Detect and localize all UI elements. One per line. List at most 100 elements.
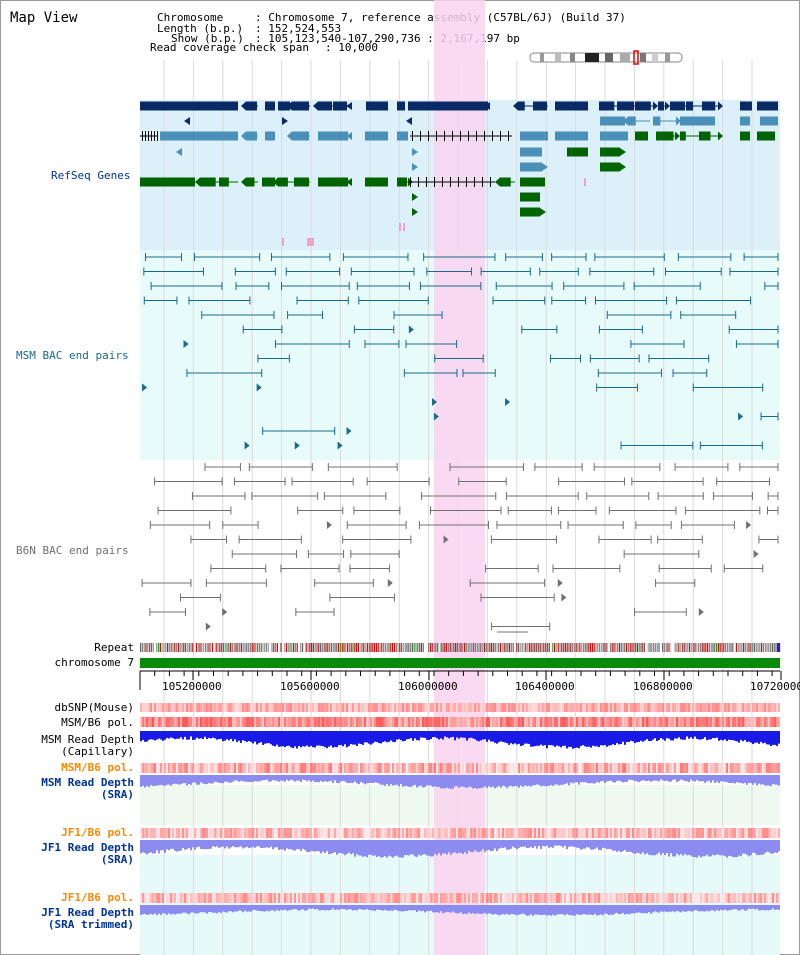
- polymorphism-cell: [382, 703, 384, 712]
- repeat-element: [699, 643, 701, 652]
- polymorphism-cell: [172, 717, 174, 727]
- read-depth-bar: [190, 840, 192, 851]
- read-depth-bar: [524, 840, 526, 847]
- repeat-element: [537, 643, 539, 652]
- polymorphism-cell: [218, 893, 220, 903]
- polymorphism-cell: [210, 763, 212, 773]
- read-depth-bar: [440, 905, 442, 912]
- read-depth-bar: [606, 731, 608, 747]
- polymorphism-cell: [380, 828, 382, 838]
- read-depth-bar: [718, 775, 720, 784]
- read-depth-bar: [238, 905, 240, 911]
- read-depth-bar: [512, 905, 514, 915]
- read-depth-bar: [584, 731, 586, 747]
- polymorphism-cell: [324, 828, 326, 838]
- polymorphism-cell: [268, 717, 270, 727]
- read-depth-bar: [410, 731, 412, 739]
- read-depth-bar: [396, 905, 398, 911]
- polymorphism-cell: [554, 703, 556, 712]
- polymorphism-cell: [528, 717, 530, 727]
- read-depth-bar: [594, 731, 596, 747]
- polymorphism-cell: [270, 763, 272, 773]
- chromosome-ideogram[interactable]: [529, 50, 683, 65]
- read-depth-bar: [214, 840, 216, 848]
- polymorphism-cell: [708, 828, 710, 838]
- polymorphism-cell: [462, 763, 464, 773]
- polymorphism-cell: [294, 763, 296, 773]
- read-depth-bar: [718, 731, 720, 741]
- read-depth-bar: [484, 905, 486, 913]
- repeat-element: [597, 643, 599, 652]
- polymorphism-cell: [210, 703, 212, 712]
- repeat-element: [750, 643, 752, 652]
- refseq-gene-features[interactable]: [140, 101, 778, 247]
- gene-block: [600, 116, 625, 126]
- read-depth-bar: [778, 840, 780, 852]
- read-depth-bar: [600, 775, 602, 782]
- read-depth-bar: [156, 731, 158, 740]
- gene-strand-arrow: [313, 101, 318, 111]
- read-depth-bar: [760, 905, 762, 911]
- polymorphism-cell: [406, 828, 408, 838]
- read-depth-bar: [532, 905, 534, 916]
- polymorphism-cell: [446, 893, 448, 903]
- polymorphism-cell: [490, 703, 492, 712]
- polymorphism-cell: [584, 828, 586, 838]
- read-depth-bar: [640, 731, 642, 741]
- read-depth-bar: [462, 775, 464, 787]
- read-depth-bar: [532, 775, 534, 786]
- gene-exon: [292, 101, 309, 111]
- gene-exon: [452, 131, 453, 141]
- repeat-element: [422, 643, 424, 652]
- gene-block: [365, 177, 388, 187]
- repeat-element: [753, 643, 755, 652]
- ideogram-band: [640, 53, 646, 62]
- polymorphism-cell: [402, 828, 404, 838]
- read-depth-bar: [290, 775, 292, 780]
- polymorphism-tracks[interactable]: [140, 703, 780, 916]
- polymorphism-cell: [284, 893, 286, 903]
- polymorphism-cell: [492, 763, 494, 773]
- gene-exon: [318, 101, 332, 111]
- read-depth-bar: [240, 840, 242, 847]
- gene-marker: [399, 223, 401, 231]
- polymorphism-cell: [236, 703, 238, 712]
- polymorphism-cell: [548, 828, 550, 838]
- polymorphism-cell: [454, 717, 456, 727]
- gene-exon: [444, 131, 445, 141]
- read-depth-bar: [586, 731, 588, 747]
- read-depth-bar: [238, 775, 240, 782]
- read-depth-bar: [308, 731, 310, 747]
- read-depth-bar: [276, 905, 278, 910]
- b6n-bac-features[interactable]: [141, 463, 779, 633]
- polymorphism-cell: [436, 703, 438, 712]
- read-depth-bar: [416, 905, 418, 913]
- repeat-element: [221, 643, 223, 652]
- repeat-element: [543, 643, 545, 652]
- read-depth-bar: [164, 905, 166, 914]
- gene-block: [520, 131, 548, 141]
- repeat-element: [633, 643, 635, 652]
- read-depth-bar: [460, 905, 462, 913]
- polymorphism-cell: [350, 763, 352, 773]
- polymorphism-cell: [550, 717, 552, 727]
- read-depth-bar: [510, 731, 512, 744]
- read-depth-bar: [514, 775, 516, 786]
- polymorphism-cell: [772, 893, 774, 903]
- gene-exon: [200, 177, 216, 187]
- polymorphism-cell: [212, 828, 214, 838]
- repeat-track[interactable]: [140, 643, 781, 652]
- read-depth-bar: [204, 840, 206, 850]
- polymorphism-cell: [150, 893, 152, 903]
- polymorphism-cell: [354, 893, 356, 903]
- polymorphism-cell: [606, 717, 608, 727]
- repeat-element: [208, 643, 210, 652]
- polymorphism-cell: [372, 717, 374, 727]
- msm-bac-features[interactable]: [142, 253, 779, 450]
- gene-exon: [278, 177, 288, 187]
- read-depth-bar: [574, 905, 576, 916]
- read-depth-bar: [486, 731, 488, 742]
- read-depth-bar: [680, 905, 682, 913]
- read-depth-bar: [190, 905, 192, 913]
